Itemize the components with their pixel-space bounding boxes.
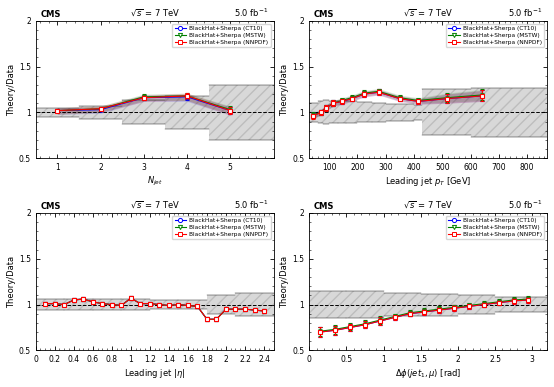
Text: $\sqrt{s}$ = 7 TeV: $\sqrt{s}$ = 7 TeV	[130, 200, 179, 211]
Text: 5.0 fb$^{-1}$: 5.0 fb$^{-1}$	[508, 7, 542, 19]
Y-axis label: Theory/Data: Theory/Data	[7, 63, 16, 116]
Text: CMS: CMS	[314, 202, 335, 211]
X-axis label: $N_{jet}$: $N_{jet}$	[147, 175, 163, 188]
Text: 5.0 fb$^{-1}$: 5.0 fb$^{-1}$	[234, 199, 269, 211]
Text: 5.0 fb$^{-1}$: 5.0 fb$^{-1}$	[234, 7, 269, 19]
Text: $\sqrt{s}$ = 7 TeV: $\sqrt{s}$ = 7 TeV	[403, 8, 453, 19]
X-axis label: Leading jet $p_{T}$ [GeV]: Leading jet $p_{T}$ [GeV]	[385, 175, 471, 188]
Text: $\sqrt{s}$ = 7 TeV: $\sqrt{s}$ = 7 TeV	[403, 200, 453, 211]
Legend: BlackHat+Sherpa (CT10), BlackHat+Sherpa (MSTW), BlackHat+Sherpa (NNPDF): BlackHat+Sherpa (CT10), BlackHat+Sherpa …	[446, 216, 544, 239]
X-axis label: Leading jet $|\eta|$: Leading jet $|\eta|$	[124, 367, 185, 380]
X-axis label: $\Delta\phi(jet_1,\mu)$ [rad]: $\Delta\phi(jet_1,\mu)$ [rad]	[395, 367, 461, 380]
Legend: BlackHat+Sherpa (CT10), BlackHat+Sherpa (MSTW), BlackHat+Sherpa (NNPDF): BlackHat+Sherpa (CT10), BlackHat+Sherpa …	[172, 216, 270, 239]
Text: CMS: CMS	[314, 10, 335, 19]
Y-axis label: Theory/Data: Theory/Data	[280, 255, 290, 308]
Legend: BlackHat+Sherpa (CT10), BlackHat+Sherpa (MSTW), BlackHat+Sherpa (NNPDF): BlackHat+Sherpa (CT10), BlackHat+Sherpa …	[172, 24, 270, 47]
Text: 5.0 fb$^{-1}$: 5.0 fb$^{-1}$	[508, 199, 542, 211]
Y-axis label: Theory/Data: Theory/Data	[7, 255, 16, 308]
Y-axis label: Theory/Data: Theory/Data	[280, 63, 290, 116]
Text: $\sqrt{s}$ = 7 TeV: $\sqrt{s}$ = 7 TeV	[130, 8, 179, 19]
Text: CMS: CMS	[40, 10, 61, 19]
Text: CMS: CMS	[40, 202, 61, 211]
Legend: BlackHat+Sherpa (CT10), BlackHat+Sherpa (MSTW), BlackHat+Sherpa (NNPDF): BlackHat+Sherpa (CT10), BlackHat+Sherpa …	[446, 24, 544, 47]
